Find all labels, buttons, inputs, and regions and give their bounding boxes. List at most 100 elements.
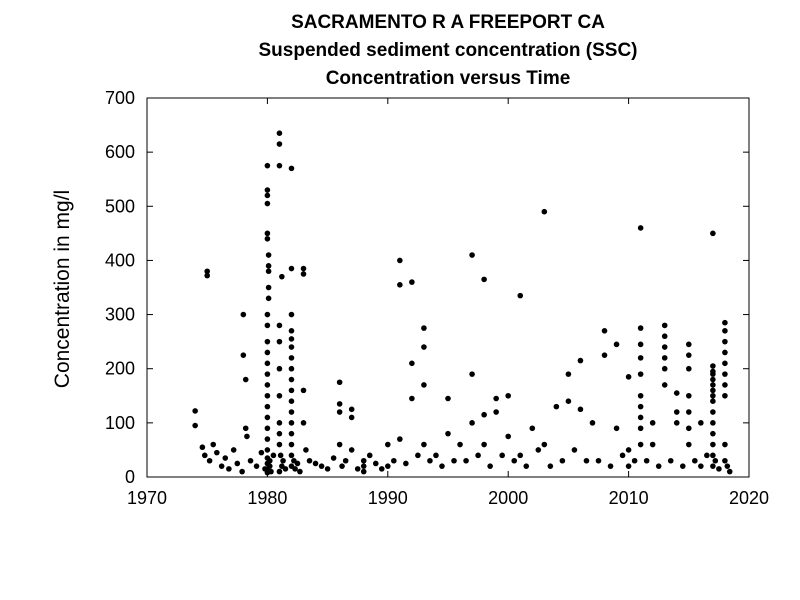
data-point [348,414,355,421]
data-point [348,406,355,413]
data-point [385,463,391,469]
data-point [661,344,668,350]
data-point [288,265,295,272]
data-point [673,409,680,415]
data-point [348,447,355,453]
data-point [276,130,283,136]
data-point [300,265,307,272]
data-point [722,349,728,356]
data-point [710,463,716,469]
y-axis: 0 100 200 300 400 500 600 700 [105,88,749,487]
data-point [276,162,283,169]
data-point [288,452,295,459]
data-point [722,382,728,388]
data-point [339,463,345,469]
data-point [529,425,536,432]
data-point [661,382,668,388]
data-point [601,352,608,358]
data-point [372,460,379,467]
data-point [481,276,487,283]
data-point [264,230,271,237]
data-point [318,463,325,469]
data-point [710,376,716,383]
data-point [288,336,295,342]
data-point [210,441,217,448]
data-point [637,441,644,448]
data-point [409,360,415,367]
data-point [288,311,295,318]
data-point [649,441,656,448]
data-point [276,420,283,426]
data-point [330,455,337,461]
data-point [481,441,487,448]
y-tick-label: 600 [105,142,135,162]
data-point [710,420,716,426]
x-axis: 1970 1980 1990 2000 2010 2020 [127,98,769,508]
data-point [276,141,283,147]
data-point [499,452,505,459]
data-point [244,433,250,440]
data-point [342,457,349,464]
data-point [712,457,719,464]
data-point [722,457,728,464]
data-point [686,425,692,432]
data-point [415,452,421,459]
data-point [292,466,298,472]
data-point [294,460,301,467]
data-point [445,395,451,402]
data-point [288,420,295,426]
data-point [276,365,283,372]
data-point [264,192,271,199]
data-point [264,436,271,442]
data-point [637,371,644,377]
data-point [589,420,596,426]
data-point [469,252,475,258]
data-point [541,208,548,215]
data-point [625,447,632,453]
data-point [661,333,668,340]
data-point [583,457,590,464]
data-point [247,457,254,464]
data-point [403,460,409,467]
data-point [409,395,415,402]
data-point [277,452,284,459]
data-point [595,457,602,464]
data-point [276,322,283,329]
data-point [613,425,620,432]
data-point [625,463,632,469]
data-point [469,371,475,377]
data-point [577,357,584,364]
data-point [607,463,614,469]
data-point [451,457,457,464]
data-point [288,365,295,372]
data-point [336,441,343,448]
data-point [722,392,728,399]
data-point [288,441,295,448]
data-point [265,252,272,258]
data-point [673,390,680,396]
y-tick-label: 0 [125,467,135,487]
data-point [288,387,295,394]
data-point [565,398,572,405]
data-point [397,436,403,442]
data-point [288,355,295,361]
data-point [637,403,644,410]
data-point [409,279,415,285]
data-point [481,411,487,418]
data-point [469,420,475,426]
data-point [270,452,277,459]
data-point [288,328,295,334]
data-point [710,382,716,388]
data-point [686,409,692,415]
data-point [493,409,499,415]
data-point [541,441,548,448]
x-tick-label: 2010 [609,488,649,508]
data-point [268,468,274,475]
data-point [336,401,343,407]
data-point [710,398,716,405]
data-point [667,457,674,464]
data-point [710,392,716,399]
data-point [433,452,439,459]
data-point [276,392,283,399]
